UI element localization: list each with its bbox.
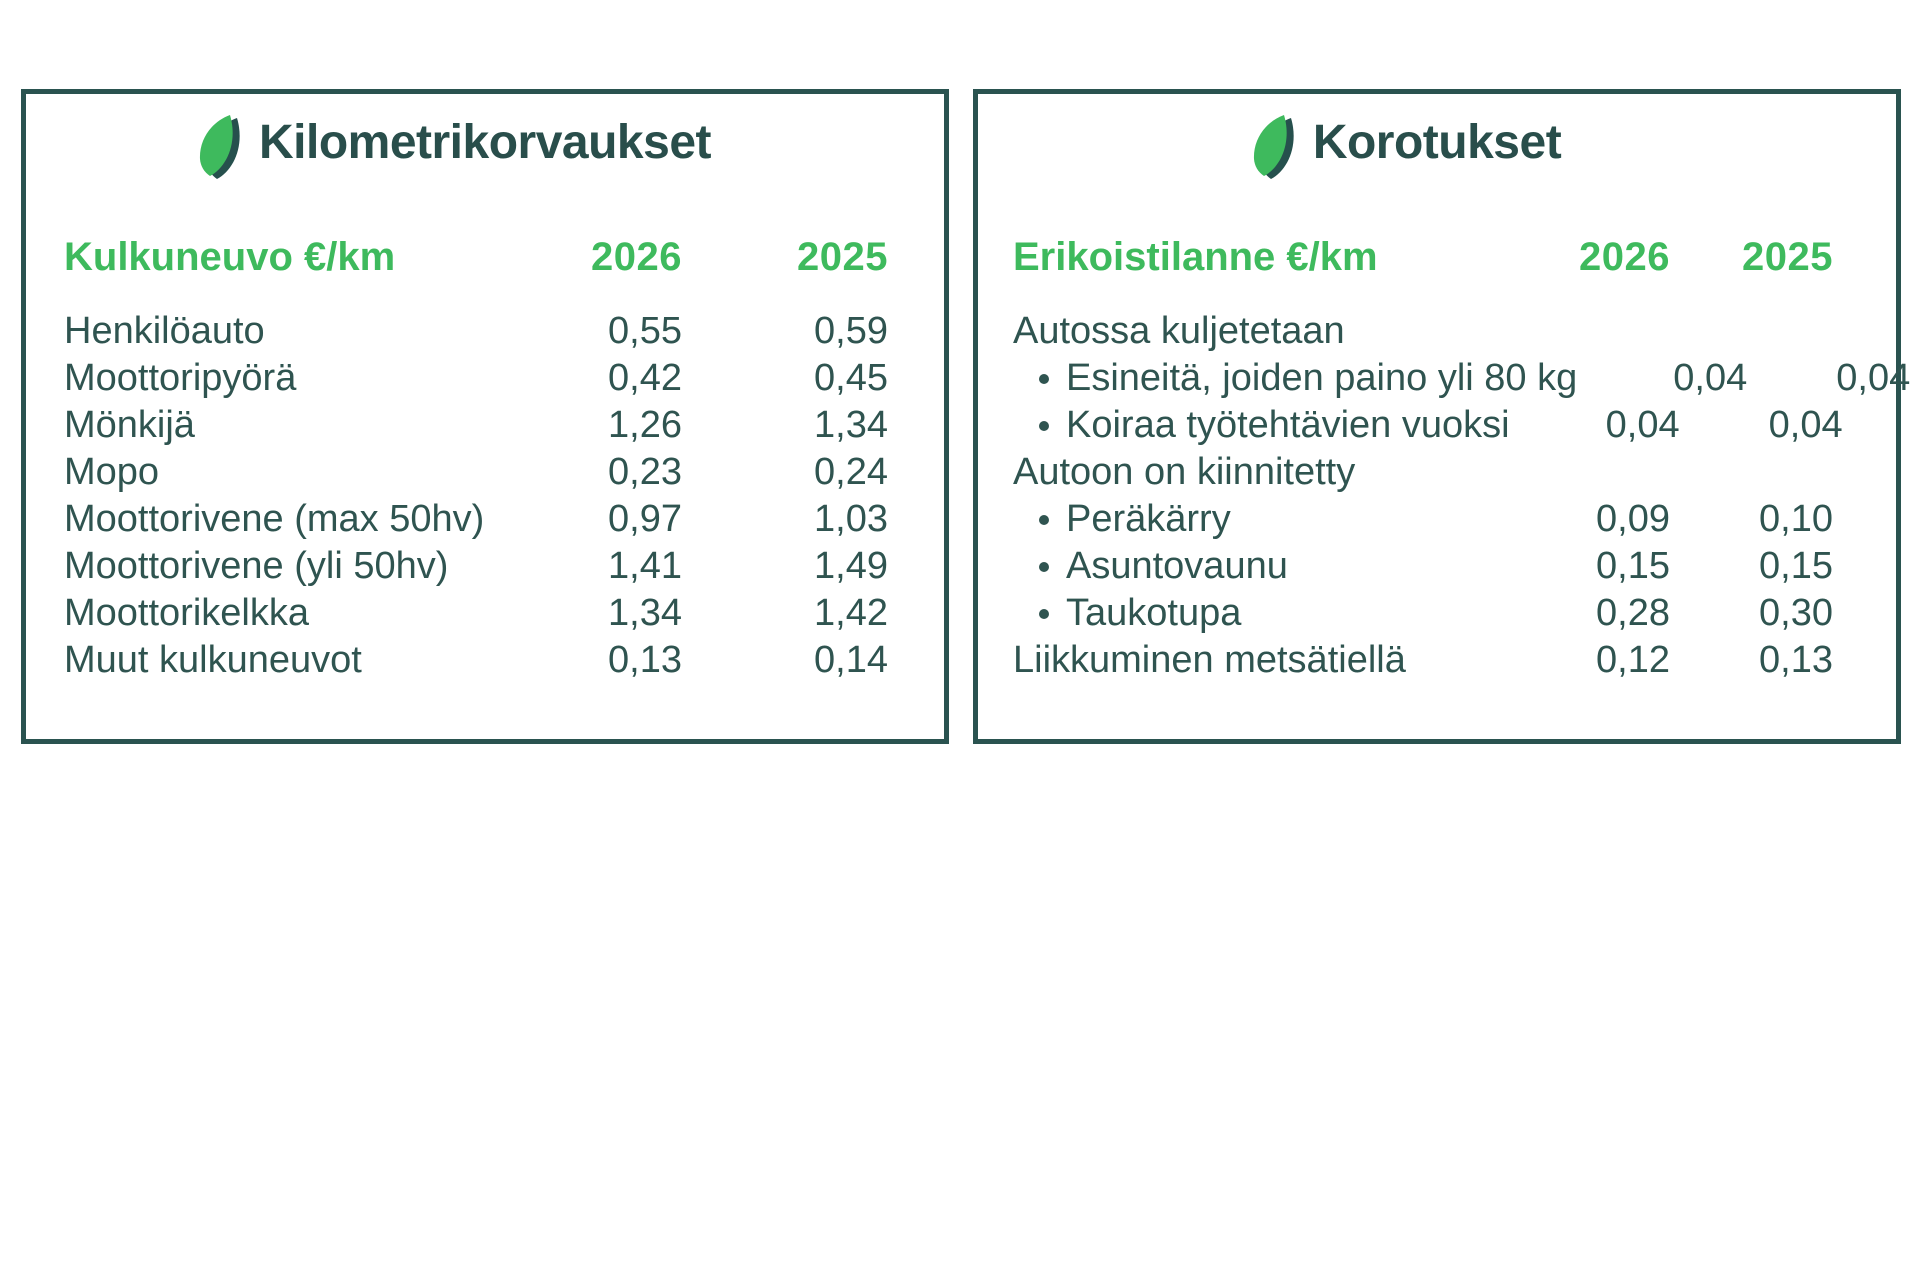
card-korotukset: Korotukset Erikoistilanne €/km 2026 2025…: [973, 89, 1910, 744]
row-value-2025: 0,14: [814, 639, 888, 681]
row-value-2026: 0,23: [608, 451, 682, 493]
table-row: Moottorikelkka 1,34 1,42: [64, 590, 888, 637]
table-row: Moottorivene (max 50hv) 0,97 1,03: [64, 496, 888, 543]
header-label: Kulkuneuvo €/km: [64, 235, 396, 279]
header-label: Erikoistilanne €/km: [1013, 235, 1378, 279]
row-label: Moottorivene (max 50hv): [64, 498, 485, 540]
header-col-2025: 2025: [797, 235, 888, 279]
rates-table: Kulkuneuvo €/km 2026 2025 Henkilöauto 0,…: [26, 234, 944, 684]
table-row: Moottoripyörä 0,42 0,45: [64, 355, 888, 402]
leaf-icon: [1253, 115, 1294, 179]
row-value-2025: 1,34: [814, 404, 888, 446]
row-value-2026: 0,15: [1596, 545, 1670, 587]
row-value-2025: 0,24: [814, 451, 888, 493]
table-row: Liikkuminen metsätiellä 0,12 0,13: [1013, 637, 1833, 684]
row-label: Moottoripyörä: [64, 357, 297, 399]
row-value-2026: 1,34: [608, 592, 682, 634]
row-value-2025: 0,30: [1759, 592, 1833, 634]
table-row: Moottorivene (yli 50hv) 1,41 1,49: [64, 543, 888, 590]
table-body: Autossa kuljetetaan Esineitä, joiden pai…: [1013, 308, 1910, 684]
row-value-2025: 0,15: [1759, 545, 1833, 587]
table-header: Erikoistilanne €/km 2026 2025: [1013, 234, 1833, 281]
table-row: Autoon on kiinnitetty: [1013, 449, 1833, 496]
row-value-2026: 0,13: [608, 639, 682, 681]
card-title-row: Kilometrikorvaukset: [26, 111, 944, 179]
row-value-2026: 1,26: [608, 404, 682, 446]
table-header: Kulkuneuvo €/km 2026 2025: [64, 234, 888, 281]
leaf-icon: [199, 115, 240, 179]
page-title: Kilometrikorvaukset: [258, 116, 712, 169]
table-body: Henkilöauto 0,55 0,59 Moottoripyörä 0,42…: [64, 308, 888, 684]
row-value-2025: 0,59: [814, 310, 888, 352]
row-label: Koiraa työtehtävien vuoksi: [1013, 404, 1510, 447]
row-value-2026: 0,04: [1605, 404, 1680, 446]
table-row: Mönkijä 1,26 1,34: [64, 402, 888, 449]
row-value-2026: 0,97: [608, 498, 682, 540]
row-value-2026: 1,41: [608, 545, 682, 587]
row-value-2026: 0,04: [1673, 357, 1748, 399]
row-value-2025: 0,45: [814, 357, 888, 399]
row-value-2025: 0,10: [1759, 498, 1833, 540]
card-title: Kilometrikorvaukset: [199, 111, 712, 179]
row-value-2026: 0,12: [1596, 639, 1670, 681]
row-label: Moottorikelkka: [64, 592, 309, 634]
row-value-2025: 1,03: [814, 498, 888, 540]
table-row: Peräkärry 0,09 0,10: [1013, 496, 1833, 543]
row-label: Peräkärry: [1013, 498, 1500, 541]
row-value-2025: 1,42: [814, 592, 888, 634]
surcharges-table: Erikoistilanne €/km 2026 2025 Autossa ku…: [978, 234, 1910, 684]
row-label: Autoon on kiinnitetty: [1013, 451, 1356, 493]
row-label: Mopo: [64, 451, 160, 493]
row-label: Henkilöauto: [64, 310, 265, 352]
table-row: Mopo 0,23 0,24: [64, 449, 888, 496]
row-value-2025: 1,49: [814, 545, 888, 587]
table-row: Henkilöauto 0,55 0,59: [64, 308, 888, 355]
header-col-2026: 2026: [1579, 235, 1670, 279]
row-label: Asuntovaunu: [1013, 545, 1500, 588]
card-kilometrikorvaukset: Kilometrikorvaukset Kulkuneuvo €/km 2026…: [21, 89, 949, 744]
row-value-2026: 0,55: [608, 310, 682, 352]
row-label: Moottorivene (yli 50hv): [64, 545, 449, 587]
header-col-2025: 2025: [1742, 235, 1833, 279]
row-label: Esineitä, joiden paino yli 80 kg: [1013, 357, 1577, 400]
row-value-2025: 0,04: [1836, 357, 1911, 399]
row-value-2026: 0,28: [1596, 592, 1670, 634]
table-row: Taukotupa 0,28 0,30: [1013, 590, 1833, 637]
row-value-2026: 0,42: [608, 357, 682, 399]
row-value-2025: 0,04: [1768, 404, 1843, 446]
row-label: Autossa kuljetetaan: [1013, 310, 1345, 352]
table-row: Esineitä, joiden paino yli 80 kg 0,04 0,…: [1013, 355, 1910, 402]
row-value-2025: 0,13: [1759, 639, 1833, 681]
page-title: Korotukset: [1312, 116, 1562, 169]
row-label: Taukotupa: [1013, 592, 1500, 635]
header-col-2026: 2026: [591, 235, 682, 279]
table-row: Koiraa työtehtävien vuoksi 0,04 0,04: [1013, 402, 1843, 449]
row-value-2026: 0,09: [1596, 498, 1670, 540]
row-label: Mönkijä: [64, 404, 195, 446]
table-row: Autossa kuljetetaan: [1013, 308, 1833, 355]
table-row: Muut kulkuneuvot 0,13 0,14: [64, 637, 888, 684]
row-label: Liikkuminen metsätiellä: [1013, 639, 1406, 681]
card-title-row: Korotukset: [978, 111, 1896, 179]
card-title: Korotukset: [1253, 111, 1562, 179]
row-label: Muut kulkuneuvot: [64, 639, 362, 681]
table-row: Asuntovaunu 0,15 0,15: [1013, 543, 1833, 590]
